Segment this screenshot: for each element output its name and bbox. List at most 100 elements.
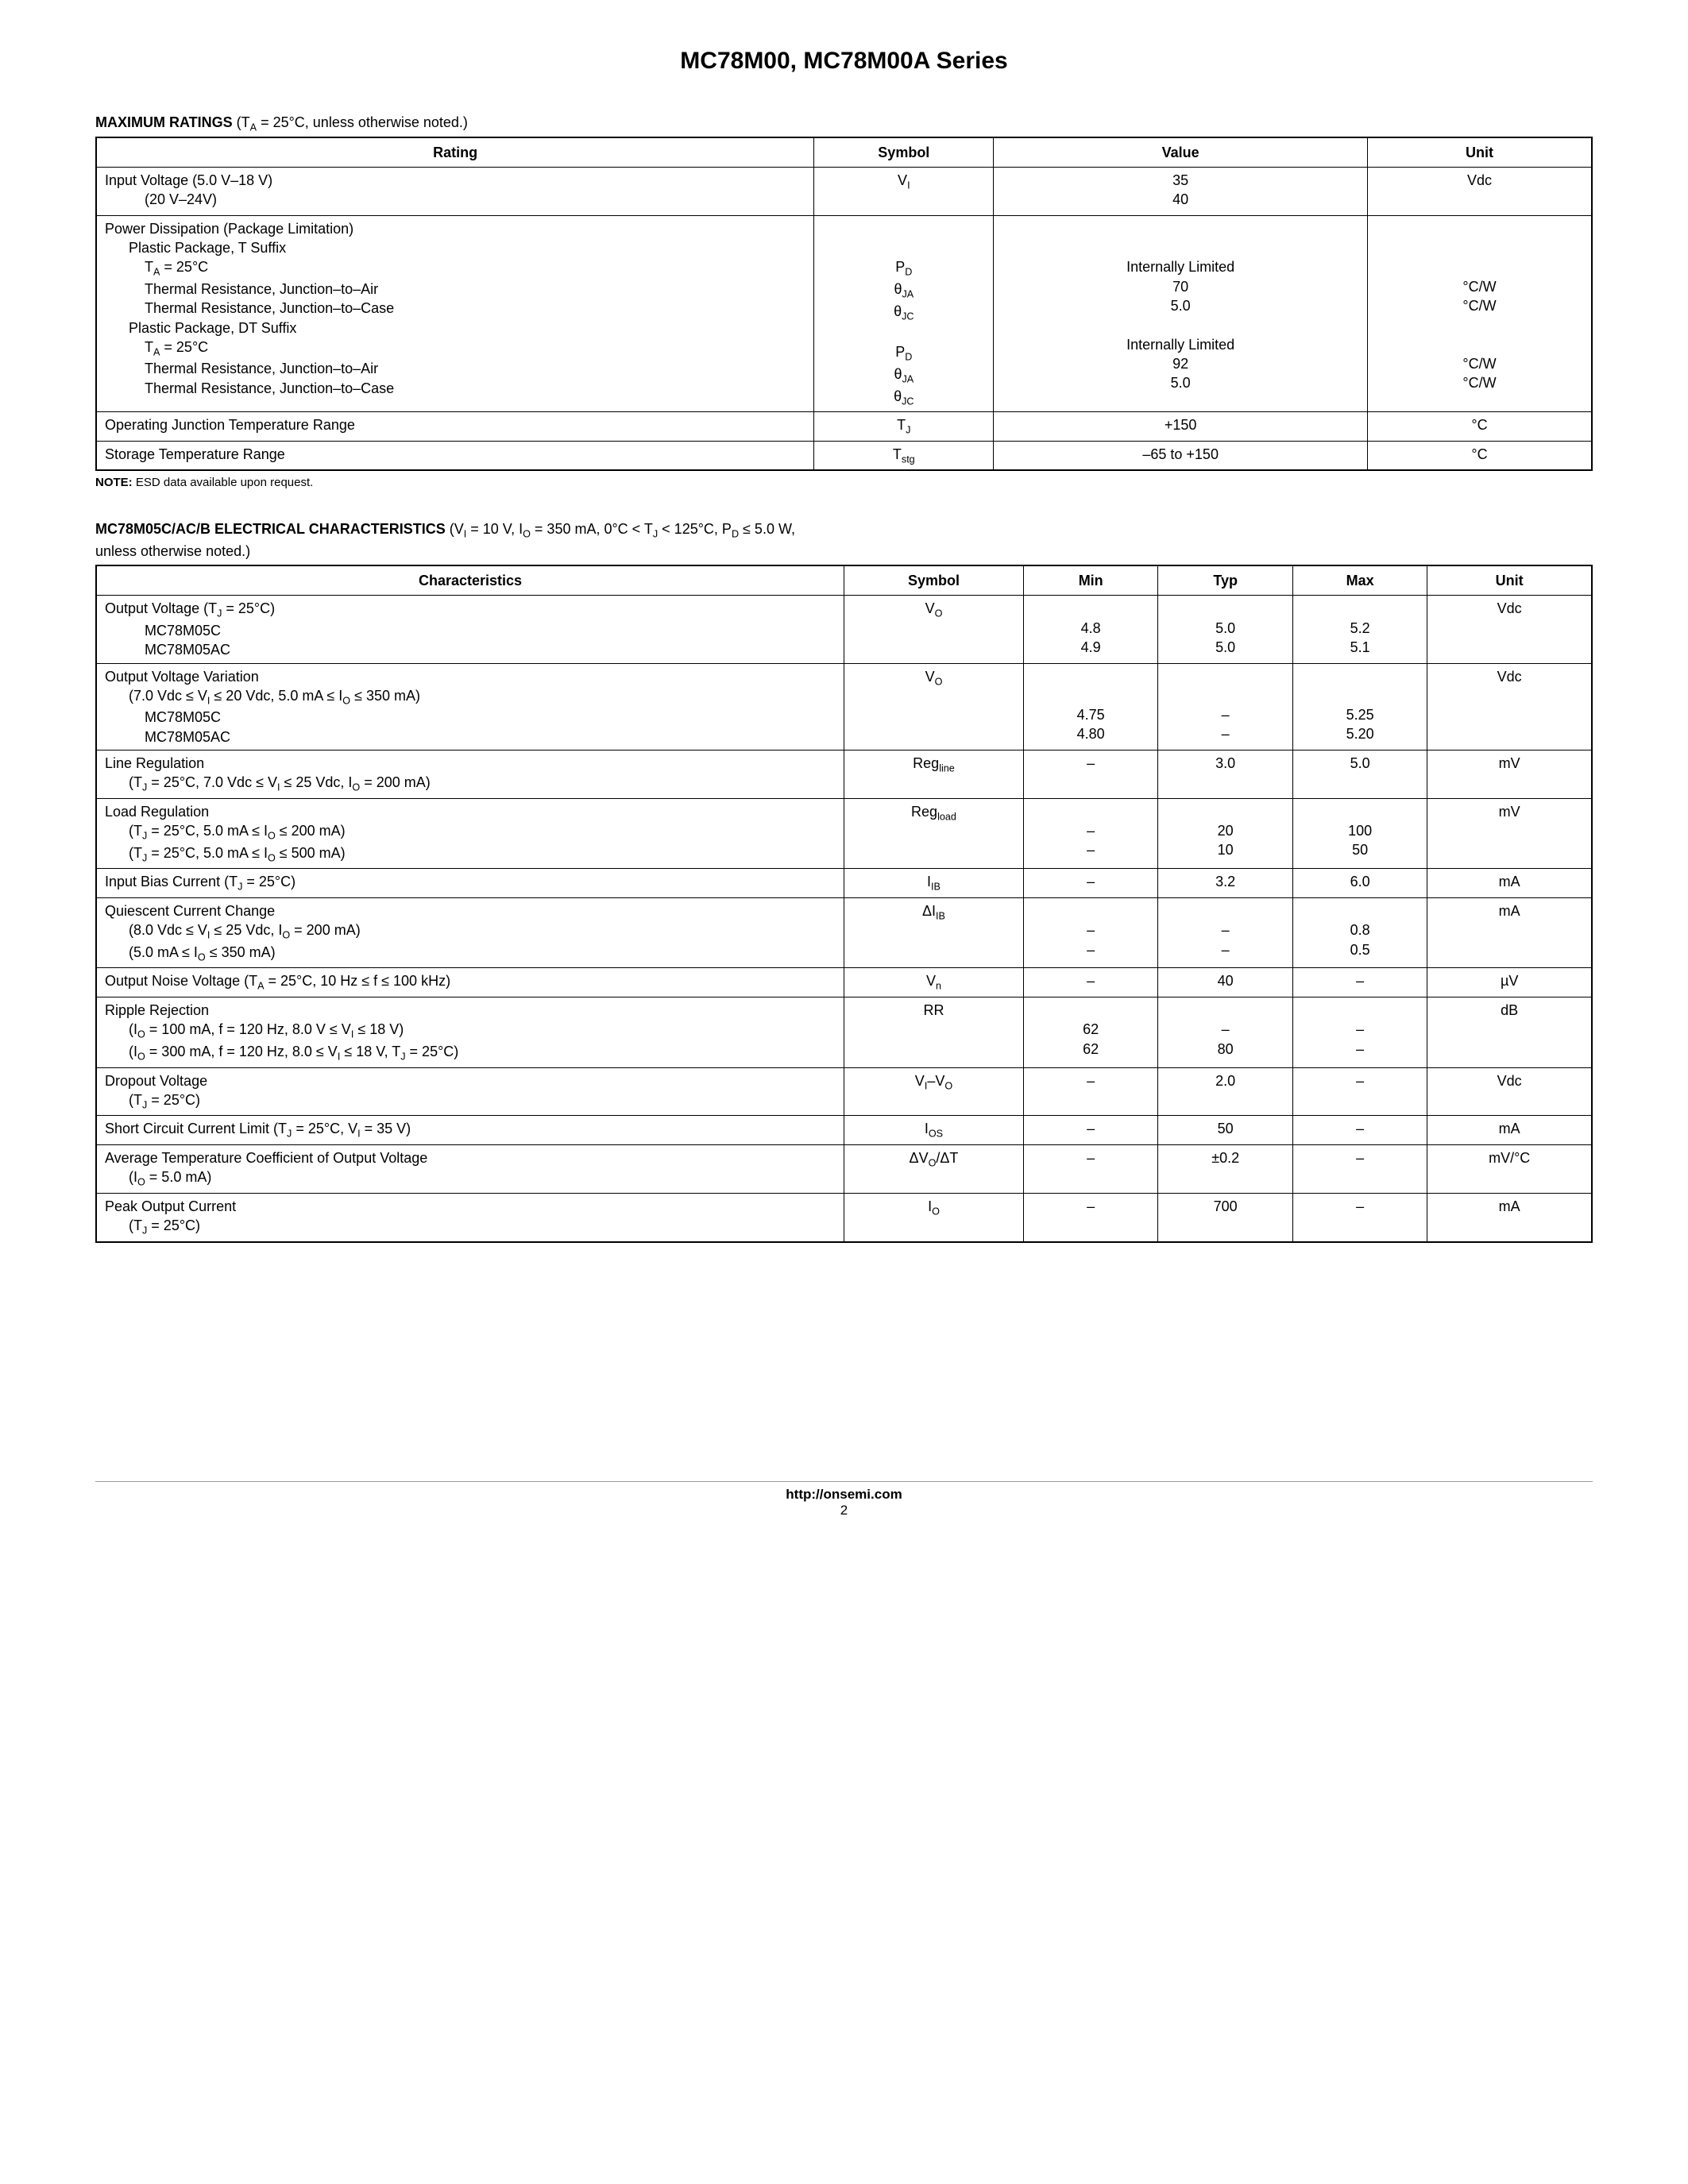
column-header: Unit <box>1368 137 1592 168</box>
column-header: Value <box>994 137 1368 168</box>
max-cell: 5.25.1 <box>1292 596 1427 663</box>
typ-cell: ±0.2 <box>1158 1145 1292 1194</box>
symbol-cell: VI <box>814 167 994 215</box>
unit-cell: mA <box>1427 897 1592 967</box>
characteristics-cell: Line Regulation(TJ = 25°C, 7.0 Vdc ≤ VI … <box>96 750 844 798</box>
elec-char-heading-rest: (VI = 10 V, IO = 350 mA, 0°C < TJ < 125°… <box>446 521 795 537</box>
symbol-cell: IIB <box>844 869 1024 898</box>
max-cell: 6.0 <box>1292 869 1427 898</box>
footer-page-number: 2 <box>95 1503 1593 1518</box>
max-ratings-heading: MAXIMUM RATINGS (TA = 25°C, unless other… <box>95 114 1593 133</box>
column-header: Symbol <box>814 137 994 168</box>
max-cell: 5.0 <box>1292 750 1427 798</box>
table-row: Line Regulation(TJ = 25°C, 7.0 Vdc ≤ VI … <box>96 750 1592 798</box>
table-row: Input Bias Current (TJ = 25°C)IIB–3.26.0… <box>96 869 1592 898</box>
max-ratings-heading-bold: MAXIMUM RATINGS <box>95 114 233 130</box>
unit-cell: µV <box>1427 968 1592 997</box>
value-cell: Internally Limited705.0 Internally Limit… <box>994 215 1368 411</box>
symbol-cell: ΔIIB <box>844 897 1024 967</box>
table-row: Output Voltage Variation(7.0 Vdc ≤ VI ≤ … <box>96 663 1592 750</box>
table-row: Power Dissipation (Package Limitation)Pl… <box>96 215 1592 411</box>
characteristics-cell: Quiescent Current Change(8.0 Vdc ≤ VI ≤ … <box>96 897 844 967</box>
value-cell: +150 <box>994 412 1368 442</box>
characteristics-cell: Short Circuit Current Limit (TJ = 25°C, … <box>96 1116 844 1145</box>
table-row: Average Temperature Coefficient of Outpu… <box>96 1145 1592 1194</box>
symbol-cell: VI–VO <box>844 1067 1024 1116</box>
unit-cell: dB <box>1427 997 1592 1067</box>
typ-cell: –– <box>1158 897 1292 967</box>
typ-cell: 2.0 <box>1158 1067 1292 1116</box>
value-cell: –65 to +150 <box>994 441 1368 470</box>
max-ratings-table: RatingSymbolValueUnit Input Voltage (5.0… <box>95 137 1593 472</box>
footer-url: http://onsemi.com <box>95 1487 1593 1503</box>
typ-cell: –– <box>1158 663 1292 750</box>
rating-cell: Input Voltage (5.0 V–18 V)(20 V–24V) <box>96 167 814 215</box>
min-cell: – <box>1023 869 1157 898</box>
min-cell: – <box>1023 750 1157 798</box>
typ-cell: –80 <box>1158 997 1292 1067</box>
table-row: Output Voltage (TJ = 25°C)MC78M05CMC78M0… <box>96 596 1592 663</box>
column-header: Symbol <box>844 565 1024 596</box>
column-header: Min <box>1023 565 1157 596</box>
note-label: NOTE: <box>95 476 133 489</box>
max-ratings-note: NOTE: ESD data available upon request. <box>95 476 1593 489</box>
table-row: Operating Junction Temperature RangeTJ+1… <box>96 412 1592 442</box>
characteristics-cell: Dropout Voltage(TJ = 25°C) <box>96 1067 844 1116</box>
min-cell: – <box>1023 1116 1157 1145</box>
table-row: Storage Temperature RangeTstg–65 to +150… <box>96 441 1592 470</box>
characteristics-cell: Peak Output Current(TJ = 25°C) <box>96 1193 844 1241</box>
max-cell: –– <box>1292 997 1427 1067</box>
typ-cell: 5.05.0 <box>1158 596 1292 663</box>
symbol-cell: IOS <box>844 1116 1024 1145</box>
symbol-cell: TJ <box>814 412 994 442</box>
characteristics-cell: Output Noise Voltage (TA = 25°C, 10 Hz ≤… <box>96 968 844 997</box>
symbol-cell: Tstg <box>814 441 994 470</box>
typ-cell: 2010 <box>1158 798 1292 868</box>
characteristics-cell: Output Voltage Variation(7.0 Vdc ≤ VI ≤ … <box>96 663 844 750</box>
elec-char-heading-bold: MC78M05C/AC/B ELECTRICAL CHARACTERISTICS <box>95 521 446 537</box>
characteristics-cell: Load Regulation(TJ = 25°C, 5.0 mA ≤ IO ≤… <box>96 798 844 868</box>
max-cell: 10050 <box>1292 798 1427 868</box>
unit-cell: mV <box>1427 750 1592 798</box>
unit-cell: Vdc <box>1368 167 1592 215</box>
unit-cell: mV/°C <box>1427 1145 1592 1194</box>
typ-cell: 40 <box>1158 968 1292 997</box>
min-cell: – <box>1023 968 1157 997</box>
max-cell: – <box>1292 1067 1427 1116</box>
min-cell: – <box>1023 1067 1157 1116</box>
unit-cell: Vdc <box>1427 596 1592 663</box>
rating-cell: Operating Junction Temperature Range <box>96 412 814 442</box>
typ-cell: 3.2 <box>1158 869 1292 898</box>
max-cell: – <box>1292 968 1427 997</box>
min-cell: 4.754.80 <box>1023 663 1157 750</box>
unit-cell: Vdc <box>1427 663 1592 750</box>
table-row: Peak Output Current(TJ = 25°C)IO – 700 –… <box>96 1193 1592 1241</box>
symbol-cell: Vn <box>844 968 1024 997</box>
symbol-cell: Regline <box>844 750 1024 798</box>
value-cell: 3540 <box>994 167 1368 215</box>
symbol-cell: PDθJAθJC PDθJAθJC <box>814 215 994 411</box>
column-header: Max <box>1292 565 1427 596</box>
characteristics-cell: Input Bias Current (TJ = 25°C) <box>96 869 844 898</box>
table-row: Load Regulation(TJ = 25°C, 5.0 mA ≤ IO ≤… <box>96 798 1592 868</box>
table-row: Input Voltage (5.0 V–18 V)(20 V–24V)VI 3… <box>96 167 1592 215</box>
note-text: ESD data available upon request. <box>133 476 314 489</box>
typ-cell: 700 <box>1158 1193 1292 1241</box>
min-cell: – <box>1023 1193 1157 1241</box>
max-cell: – <box>1292 1116 1427 1145</box>
table-row: Quiescent Current Change(8.0 Vdc ≤ VI ≤ … <box>96 897 1592 967</box>
characteristics-cell: Ripple Rejection(IO = 100 mA, f = 120 Hz… <box>96 997 844 1067</box>
symbol-cell: RR <box>844 997 1024 1067</box>
min-cell: 6262 <box>1023 997 1157 1067</box>
max-cell: 5.255.20 <box>1292 663 1427 750</box>
symbol-cell: VO <box>844 663 1024 750</box>
typ-cell: 3.0 <box>1158 750 1292 798</box>
column-header: Unit <box>1427 565 1592 596</box>
table-row: Short Circuit Current Limit (TJ = 25°C, … <box>96 1116 1592 1145</box>
page-footer: http://onsemi.com 2 <box>95 1481 1593 1518</box>
min-cell: – <box>1023 1145 1157 1194</box>
symbol-cell: VO <box>844 596 1024 663</box>
table-row: Output Noise Voltage (TA = 25°C, 10 Hz ≤… <box>96 968 1592 997</box>
symbol-cell: ΔVO/ΔT <box>844 1145 1024 1194</box>
column-header: Typ <box>1158 565 1292 596</box>
